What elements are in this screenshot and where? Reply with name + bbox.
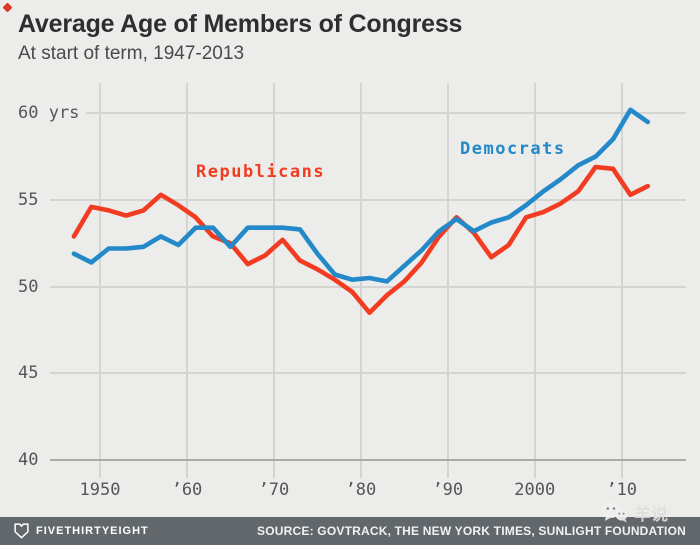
gridline-horizontal	[50, 198, 686, 201]
y-tick-label: 60 yrs	[18, 103, 80, 124]
y-tick-label: 55	[18, 189, 39, 210]
watermark: 羊说	[601, 500, 668, 525]
democrats-series-label: Democrats	[460, 139, 566, 159]
page-subtitle: At start of term, 1947-2013	[18, 43, 245, 64]
republicans-series-label: Republicans	[196, 162, 326, 182]
y-tick-label: 40	[18, 450, 39, 470]
footer-bar: FIVETHIRTYEIGHT SOURCE: GOVTRACK, THE NE…	[0, 517, 700, 545]
gridline-vertical	[272, 83, 275, 478]
gridline-vertical	[620, 83, 623, 478]
x-tick-label: ’80	[345, 480, 377, 500]
gridline-vertical	[185, 83, 188, 478]
page-title: Average Age of Members of Congress	[18, 10, 463, 38]
watermark-text: 羊说	[634, 504, 668, 525]
x-tick-label: ’10	[606, 480, 638, 500]
x-tick-label: 1950	[79, 480, 121, 500]
gridline-vertical	[99, 83, 101, 478]
source-text: SOURCE: GOVTRACK, THE NEW YORK TIMES, SU…	[257, 524, 686, 538]
fivethirtyeight-fox-icon	[14, 523, 29, 539]
record-dot	[2, 2, 13, 13]
brand-name: FIVETHIRTYEIGHT	[36, 525, 149, 537]
brand: FIVETHIRTYEIGHT	[14, 523, 149, 539]
gridline-horizontal	[50, 372, 686, 375]
x-tick-label: 2000	[514, 480, 556, 500]
gridline-horizontal	[50, 285, 686, 288]
wechat-icon	[601, 502, 628, 523]
y-tick-label: 45	[18, 363, 39, 384]
x-tick-label: ’90	[432, 480, 464, 500]
x-tick-label: ’70	[258, 480, 290, 500]
y-tick-label: 50	[18, 276, 39, 297]
gridline-vertical	[446, 83, 449, 478]
gridline-vertical	[359, 83, 362, 478]
gridline-horizontal	[50, 459, 686, 461]
x-tick-label: ’60	[171, 480, 203, 500]
gridline-horizontal	[86, 112, 686, 115]
